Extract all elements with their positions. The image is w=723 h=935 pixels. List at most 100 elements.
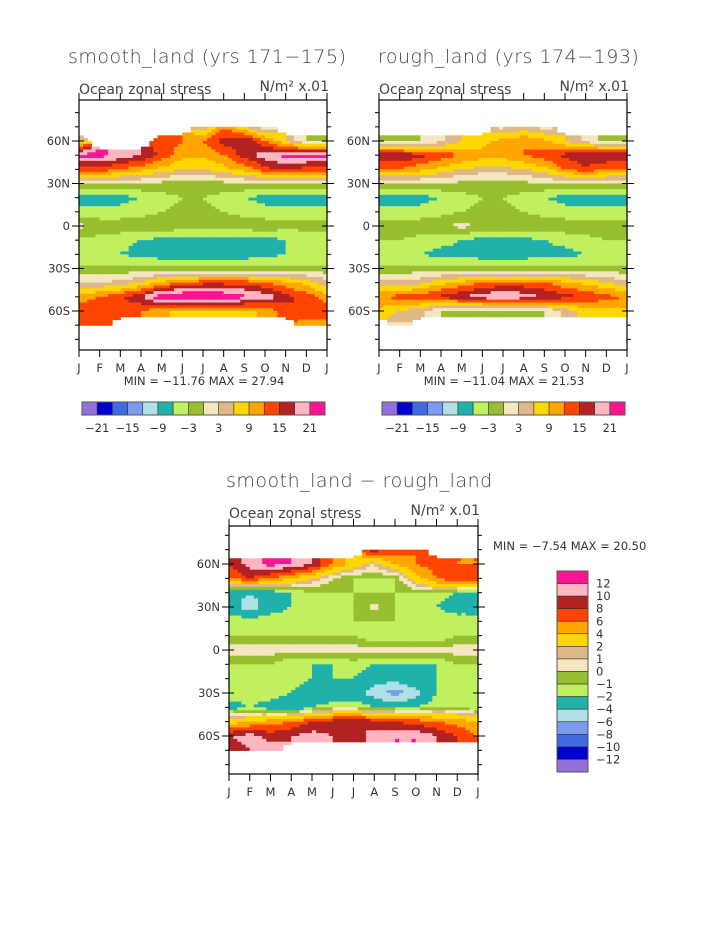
units-label: N/m² x.01	[260, 79, 329, 95]
contour-cell	[137, 314, 142, 317]
units-label: N/m² x.01	[560, 79, 629, 95]
contour-cell	[149, 314, 154, 317]
colorbar-swatch	[188, 402, 203, 415]
y-tick-label: 60N	[47, 134, 70, 148]
colorbar-swatch	[279, 402, 294, 415]
x-tick-label: O	[260, 361, 269, 375]
x-tick-label: A	[137, 361, 145, 375]
contour-cell	[207, 314, 212, 317]
contour-field	[79, 127, 328, 326]
contour-cell	[310, 322, 315, 325]
contour-cell	[236, 314, 241, 317]
contour-cell	[129, 314, 134, 317]
colorbar-swatch	[264, 402, 279, 415]
contour-cell	[248, 314, 253, 317]
contour-cell	[199, 314, 204, 317]
contour-cell	[203, 314, 208, 317]
x-tick-label: M	[115, 361, 125, 375]
panel-subtitle: Ocean zonal stress	[79, 82, 211, 98]
contour-cell	[228, 314, 233, 317]
x-tick-label: J	[200, 361, 204, 375]
panel-title: smooth_land (yrs 171−175)	[68, 46, 346, 68]
contour-cell	[178, 314, 183, 317]
contour-cell	[261, 314, 266, 317]
colorbar-swatch	[112, 402, 127, 415]
contour-cell	[294, 322, 299, 325]
contour-cell	[265, 314, 270, 317]
contour-cell	[116, 317, 121, 320]
contour-cell	[232, 314, 237, 317]
x-tick-label: F	[96, 361, 103, 375]
x-tick-label: J	[76, 361, 80, 375]
y-tick-label: 30S	[48, 262, 70, 276]
contour-cell	[240, 314, 245, 317]
contour-cell	[319, 322, 324, 325]
contour-cell	[306, 322, 311, 325]
x-tick-label: N	[281, 361, 290, 375]
colorbar-swatch	[234, 402, 249, 415]
contour-cell	[166, 314, 171, 317]
contour-cell	[191, 314, 196, 317]
contour-cell	[104, 322, 109, 325]
colorbar: −21 −15 −9 −3 3 9 15 21	[82, 402, 325, 435]
contour-cell	[83, 322, 88, 325]
contour-cell	[162, 314, 167, 317]
colorbar-swatch	[249, 402, 264, 415]
contour-cell	[273, 314, 278, 317]
contour-cell	[120, 314, 125, 317]
contour-cell	[302, 322, 307, 325]
colorbar-label: −15	[115, 421, 139, 435]
colorbar-swatch	[204, 402, 219, 415]
contour-cell	[211, 314, 216, 317]
contour-cell	[290, 317, 295, 320]
contour-cell	[315, 322, 320, 325]
panel-title: rough_land (yrs 174−193)	[378, 46, 639, 68]
contour-cell	[153, 314, 158, 317]
x-tick-label: S	[241, 361, 248, 375]
y-tick-label: 0	[63, 219, 70, 233]
x-tick-label: M	[157, 361, 167, 375]
contour-cell	[141, 314, 146, 317]
contour-cell	[100, 322, 105, 325]
colorbar-swatch	[158, 402, 173, 415]
y-tick-label: 30N	[47, 177, 70, 191]
contour-cell	[133, 314, 138, 317]
contour-cell	[224, 314, 229, 317]
contour-cell	[87, 322, 92, 325]
colorbar-label: −3	[180, 421, 197, 435]
contour-cell	[91, 322, 96, 325]
contour-field	[379, 127, 628, 326]
x-tick-label: J	[180, 361, 184, 375]
contour-cell	[220, 314, 225, 317]
colorbar-swatch	[97, 402, 112, 415]
colorbar-swatch	[173, 402, 188, 415]
colorbar-swatch	[310, 402, 325, 415]
contour-cell	[244, 314, 249, 317]
colorbar-label: −9	[149, 421, 166, 435]
contour-cell	[170, 314, 175, 317]
contour-cell	[112, 317, 117, 320]
contour-cell	[108, 322, 113, 325]
contour-cell	[195, 314, 200, 317]
min-max-label: MIN = −11.76 MAX = 27.94	[124, 374, 285, 388]
colorbar-swatch	[82, 402, 97, 415]
colorbar-label: 15	[272, 421, 287, 435]
colorbar-label: 9	[245, 421, 252, 435]
colorbar-swatch	[128, 402, 143, 415]
contour-cell	[257, 314, 262, 317]
panel-smooth-land: smooth_land (yrs 171−175) Ocean zonal st…	[47, 46, 347, 435]
colorbar-swatch	[143, 402, 158, 415]
y-tick-label: 60S	[48, 304, 70, 318]
colorbar-label: 3	[215, 421, 222, 435]
contour-cell	[277, 314, 282, 317]
colorbar-label: 21	[302, 421, 317, 435]
contour-cell	[282, 314, 287, 317]
x-tick-label: J	[324, 361, 328, 375]
x-tick-label: A	[220, 361, 228, 375]
panel-rough-land: rough_land (yrs 174−193) Ocean zonal str…	[347, 46, 640, 435]
contour-cell	[215, 314, 220, 317]
contour-cell	[186, 314, 191, 317]
